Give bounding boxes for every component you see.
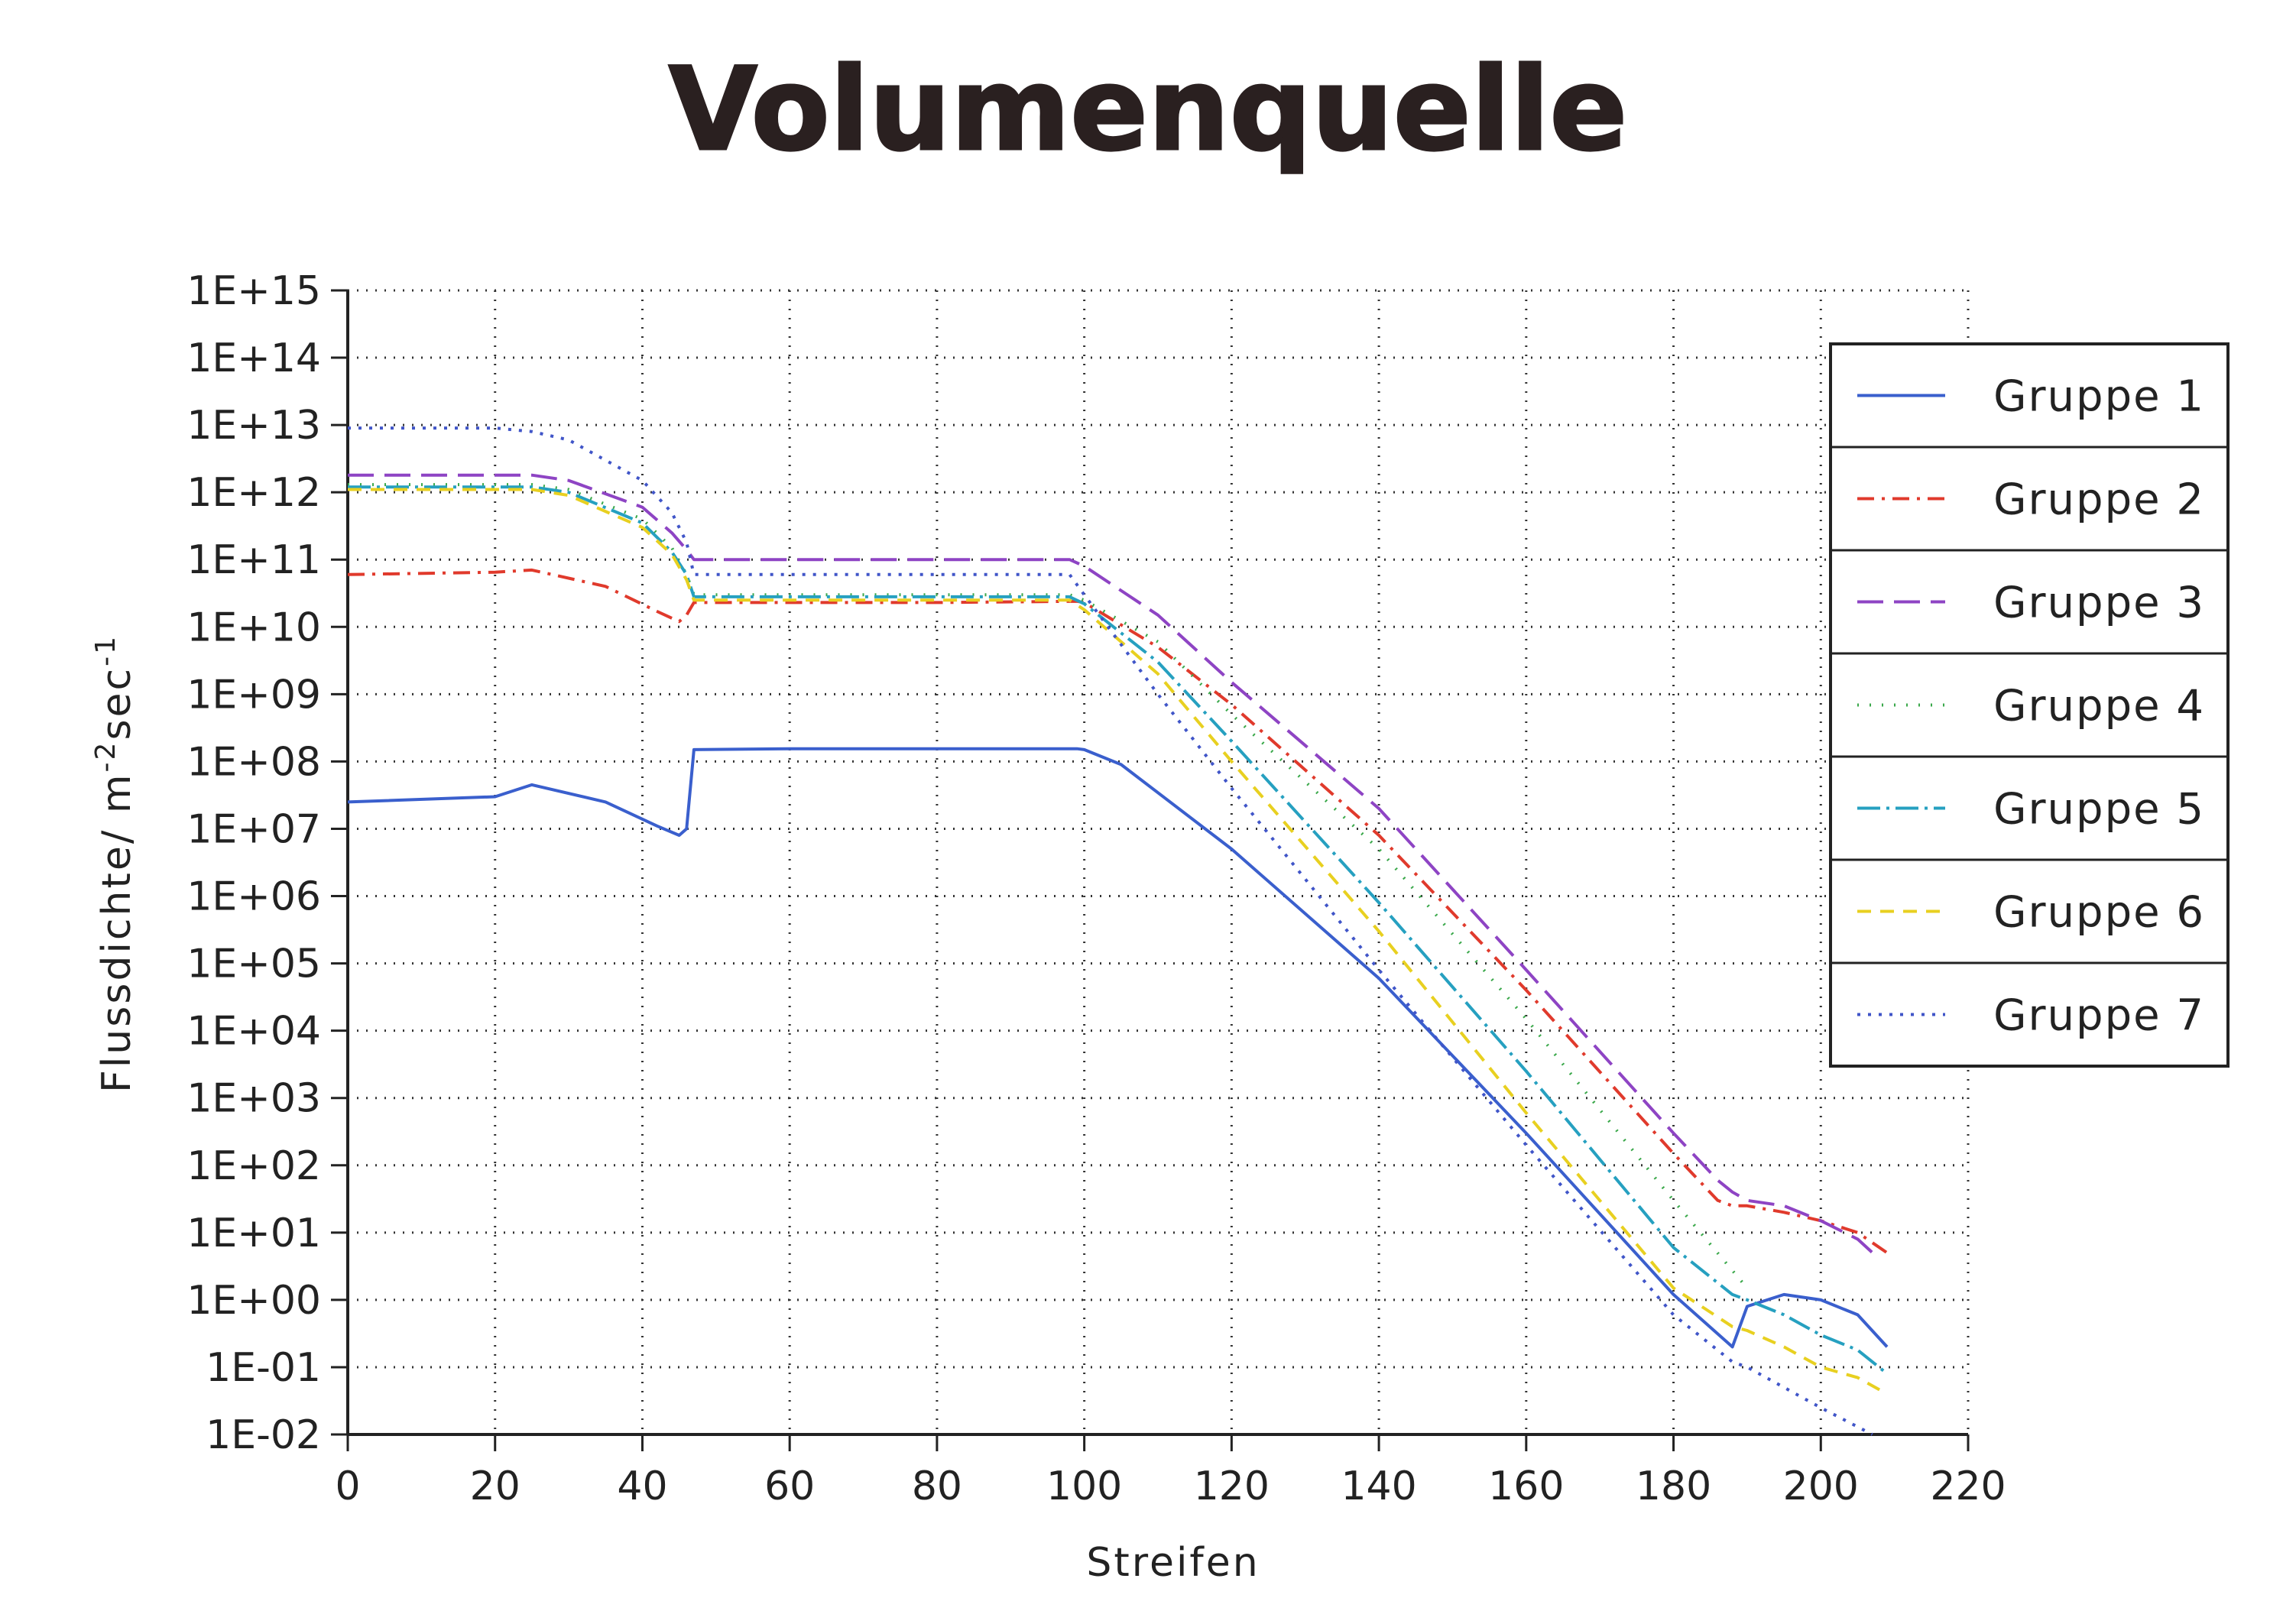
y-tick-label: 1E+14 xyxy=(186,335,321,381)
y-axis-label-mid: sec xyxy=(94,666,140,741)
x-tick-label: 20 xyxy=(470,1464,520,1509)
y-tick-label: 1E+00 xyxy=(186,1278,321,1324)
legend: Gruppe 1 Gruppe 2 Gruppe 3 Gruppe 4 Gruppe 5… xyxy=(1829,342,2230,1068)
y-tick-label: 1E+07 xyxy=(186,806,321,852)
chart-title: Volumenquelle xyxy=(669,44,1627,177)
axes xyxy=(331,289,1970,1451)
x-tick-label: 100 xyxy=(1046,1464,1122,1509)
series-line-5 xyxy=(348,485,1889,1376)
y-tick-label: 1E+09 xyxy=(186,672,321,718)
x-tick-label: 140 xyxy=(1341,1464,1416,1509)
x-tick-label: 80 xyxy=(912,1464,962,1509)
x-tick-label: 60 xyxy=(764,1464,815,1509)
legend-label: Gruppe 6 xyxy=(1993,888,2205,938)
y-tick-label: 1E-01 xyxy=(206,1345,321,1391)
y-tick-label: 1E+02 xyxy=(186,1143,321,1189)
series-line-6 xyxy=(348,488,1888,1395)
x-tick-label: 180 xyxy=(1636,1464,1711,1509)
series-line-7 xyxy=(348,426,1873,1436)
legend-label: Gruppe 1 xyxy=(1993,372,2205,422)
y-tick-label: 1E+04 xyxy=(186,1009,321,1055)
y-tick-labels: 1E+15 1E+14 1E+13 1E+12 1E+11 1E+10 1E+09 1E+08… xyxy=(186,268,321,1458)
x-tick-label: 0 xyxy=(335,1464,360,1509)
x-tick-label: 220 xyxy=(1930,1464,2006,1509)
y-tick-label: 1E+15 xyxy=(186,268,321,314)
legend-label: Gruppe 5 xyxy=(1993,785,2205,835)
y-tick-label: 1E+10 xyxy=(186,605,321,650)
y-tick-label: 1E+12 xyxy=(186,470,321,516)
series-lines xyxy=(347,426,1889,1436)
x-tick-label: 200 xyxy=(1783,1464,1859,1509)
legend-label: Gruppe 4 xyxy=(1993,682,2205,731)
y-axis-label: Flussdichte/ m-2sec-1 xyxy=(90,634,140,1093)
y-axis-label-main: Flussdichte/ m xyxy=(94,772,140,1093)
y-tick-label: 1E+06 xyxy=(186,874,321,920)
legend-label: Gruppe 2 xyxy=(1993,475,2205,525)
legend-label: Gruppe 3 xyxy=(1993,579,2205,628)
x-tick-label: 120 xyxy=(1194,1464,1270,1509)
x-tick-label: 40 xyxy=(617,1464,667,1509)
y-tick-label: 1E+03 xyxy=(186,1076,321,1122)
y-tick-label: 1E+05 xyxy=(186,942,321,987)
x-axis-label: Streifen xyxy=(1086,1540,1260,1586)
series-line-4 xyxy=(348,483,1749,1289)
series-line-3 xyxy=(348,473,1881,1261)
y-tick-label: 1E+13 xyxy=(186,403,321,449)
series-line-1 xyxy=(347,747,1889,1349)
x-tick-label: 160 xyxy=(1488,1464,1564,1509)
y-tick-label: 1E+01 xyxy=(186,1211,321,1256)
y-axis-label-sup1: -2 xyxy=(90,741,122,773)
y-axis-label-sup2: -1 xyxy=(90,634,122,666)
y-tick-label: 1E+08 xyxy=(186,739,321,785)
legend-box xyxy=(1829,342,2230,1068)
legend-label: Gruppe 7 xyxy=(1993,991,2205,1041)
y-tick-label: 1E+11 xyxy=(186,537,321,583)
y-tick-label: 1E-02 xyxy=(206,1412,321,1458)
x-tick-labels: 0 20 40 60 80 100 120 140 160 180 200 220 xyxy=(335,1464,2006,1509)
series-line-2 xyxy=(347,568,1889,1254)
